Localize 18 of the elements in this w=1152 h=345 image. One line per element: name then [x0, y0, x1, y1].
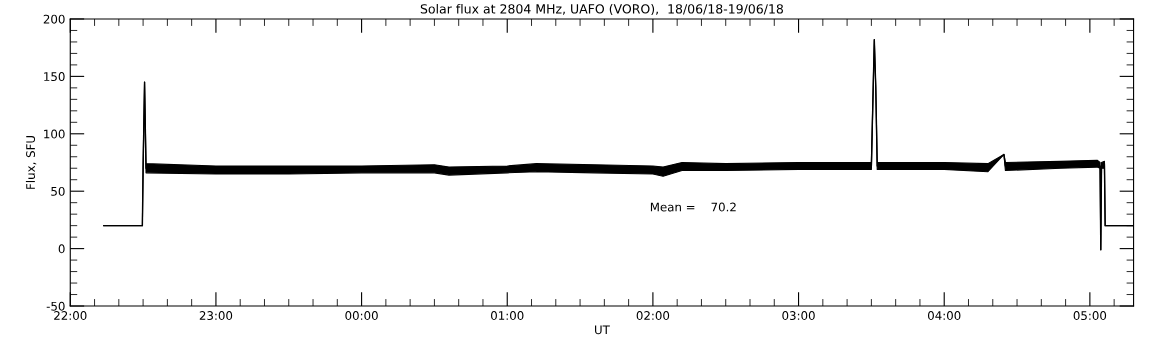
x-tick-label: 22:00 — [54, 311, 87, 321]
y-tick-label: 0 — [58, 244, 65, 254]
x-tick-label: 00:00 — [345, 311, 378, 321]
annotation: Mean = 70.2 — [650, 202, 736, 212]
y-tick-label: -50 — [46, 301, 65, 311]
y-tick-label: 100 — [44, 129, 65, 139]
y-tick-label: 200 — [43, 14, 65, 24]
chart-title: Solar flux at 2804 MHz, UAFO (VORO), 18/06/18-19/06/18 — [420, 3, 783, 16]
y-tick-label: 150 — [44, 72, 65, 82]
x-tick-label: 01:00 — [491, 311, 524, 321]
x-tick-label: 02:00 — [636, 311, 670, 321]
x-axis-title: UT — [595, 325, 610, 335]
x-tick-label: 05:00 — [1073, 311, 1107, 321]
x-tick-label: 03:00 — [782, 311, 815, 321]
x-tick-label: 04:00 — [927, 311, 961, 321]
y-tick-label: 50 — [51, 186, 65, 196]
y-axis-title: Flux, SFU — [25, 136, 37, 189]
x-tick-label: 23:00 — [199, 311, 233, 321]
